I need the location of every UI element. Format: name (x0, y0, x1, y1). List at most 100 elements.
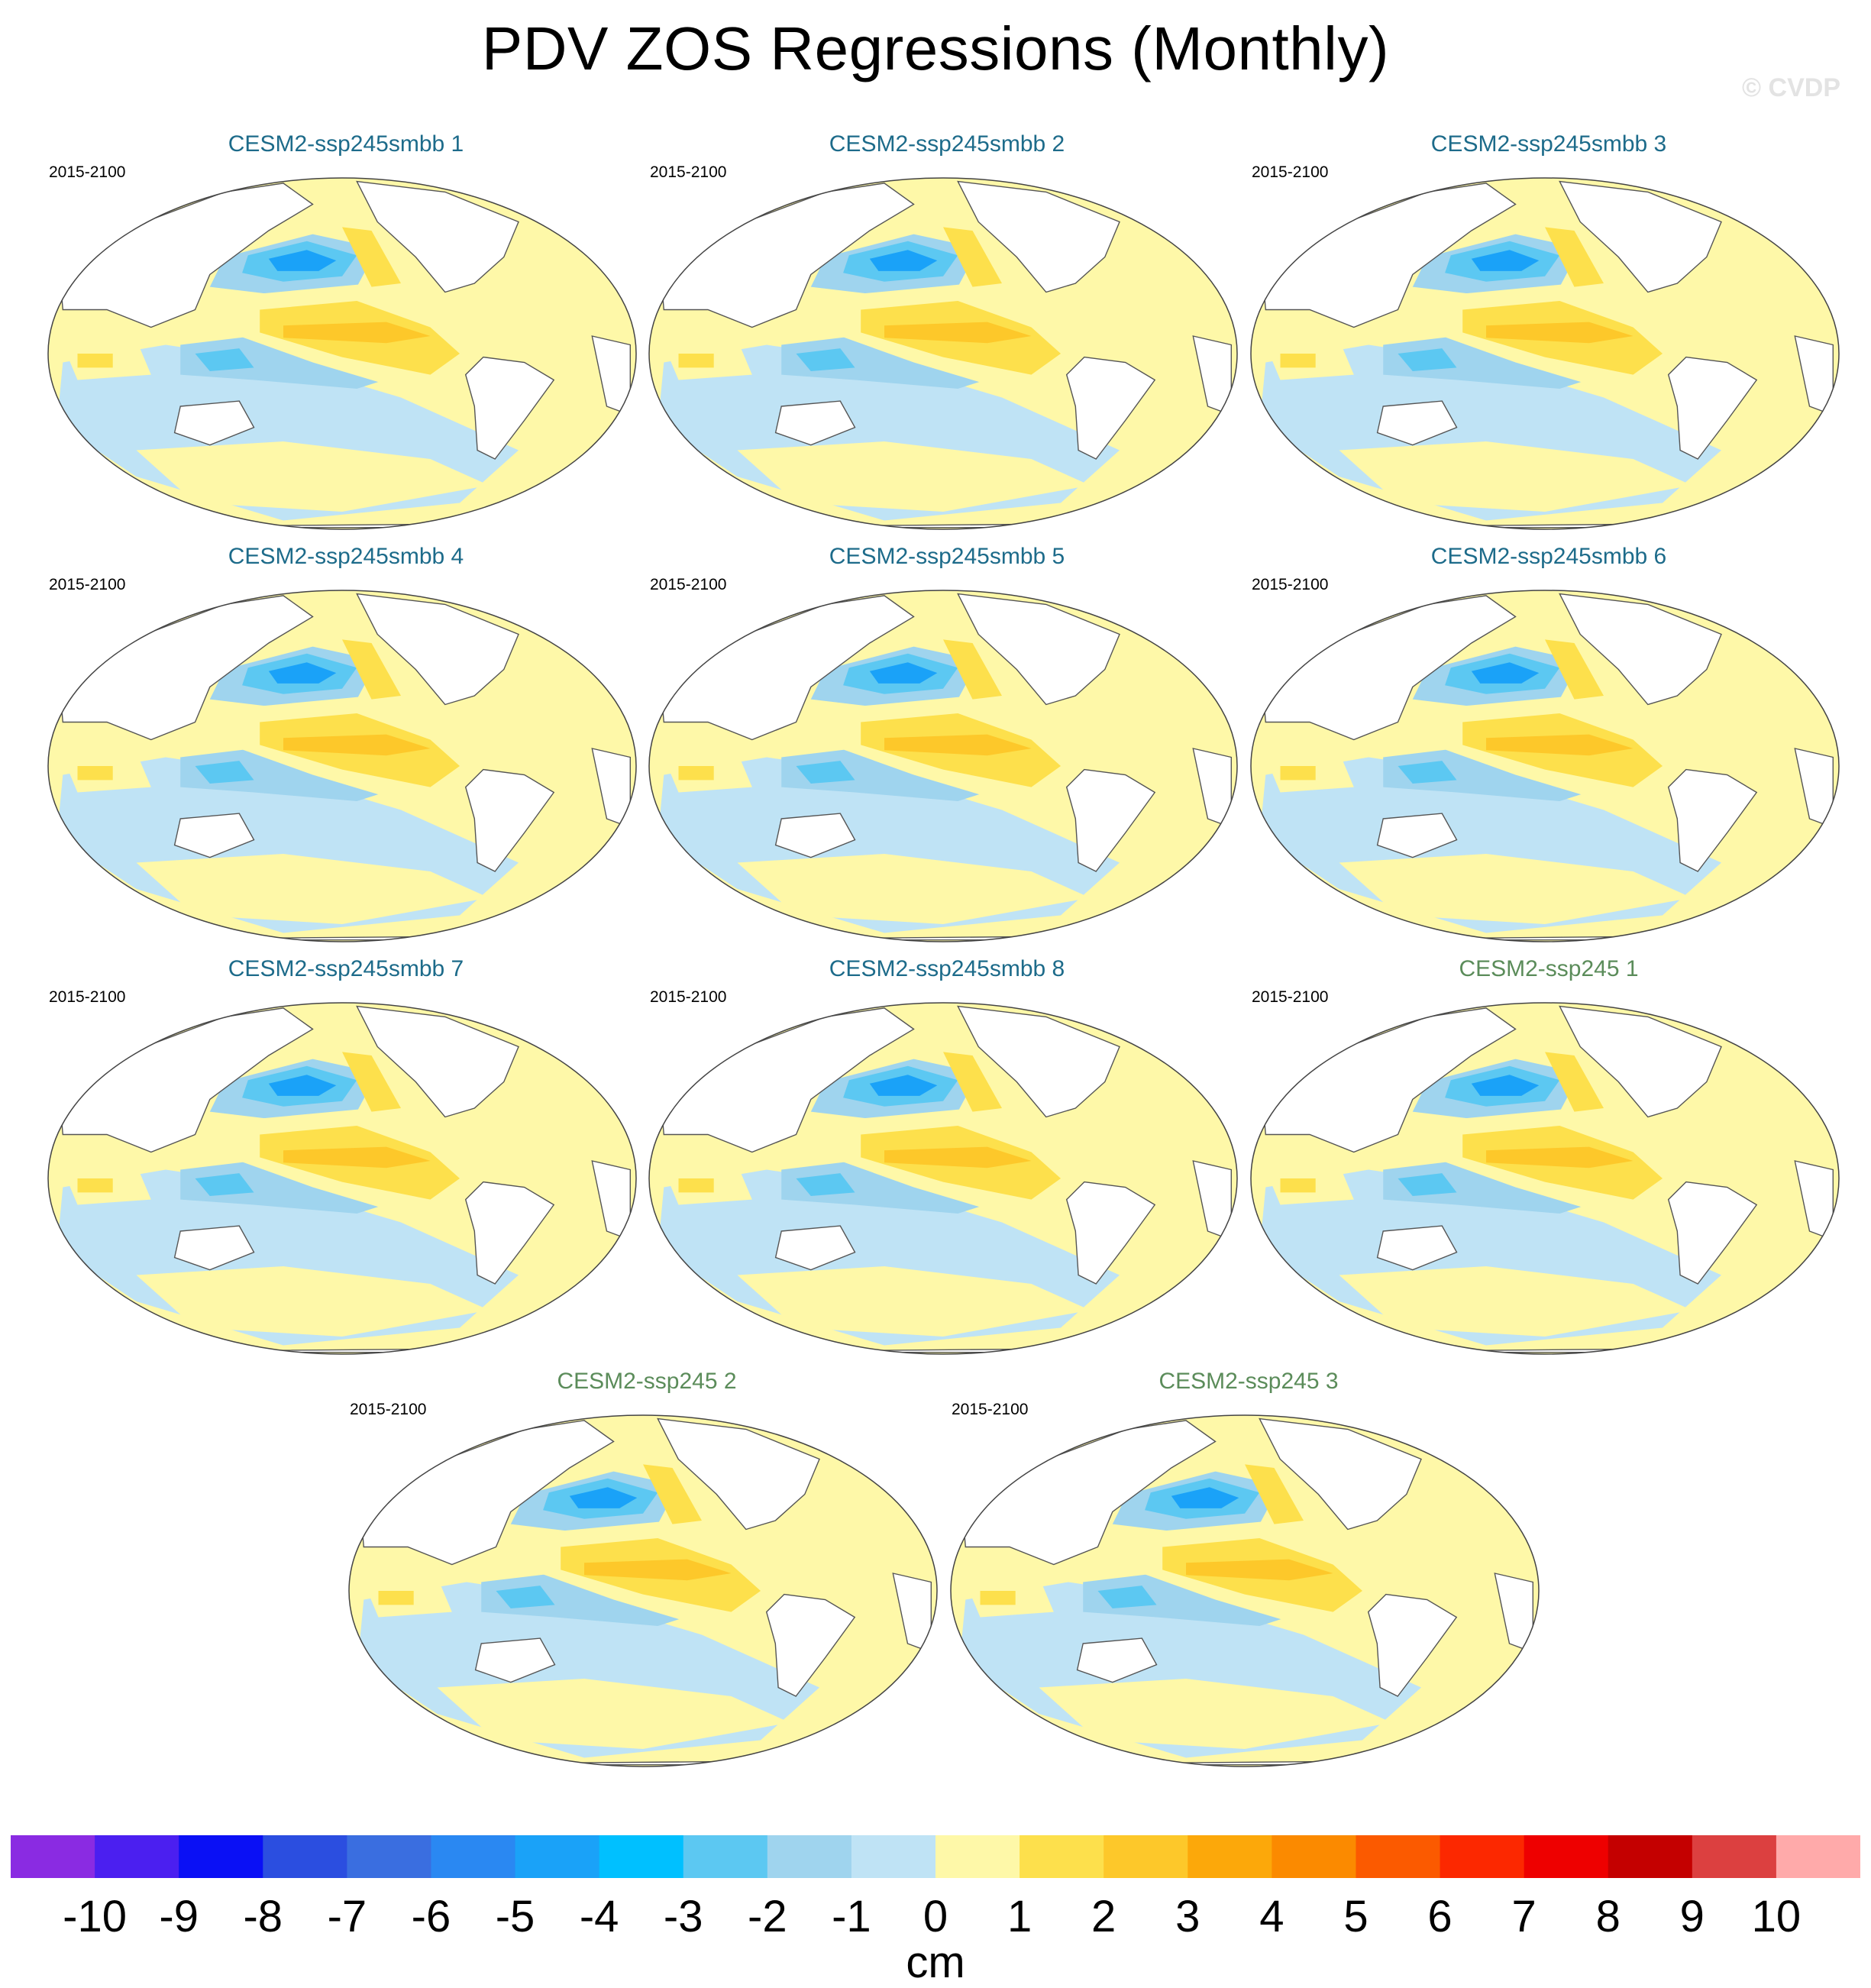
anomaly-region (1545, 639, 1604, 700)
anomaly-region (869, 250, 938, 271)
anomaly-region (584, 1559, 732, 1581)
colorbar-swatch (1272, 1835, 1356, 1878)
anomaly-region (1104, 248, 1229, 406)
anomaly-region (437, 1679, 790, 1749)
land-mass (356, 593, 519, 706)
land-mass (360, 1420, 615, 1566)
land-mass (765, 1593, 856, 1697)
map-panel: CESM2-ssp245smbb 4 2015-2100 (44, 544, 648, 962)
colorbar-swatch (936, 1835, 1020, 1878)
land-mass (961, 1420, 1217, 1566)
map-panel: CESM2-ssp245smbb 3 2015-2100 (1247, 131, 1850, 550)
world-map (47, 590, 637, 942)
panel-years: 2015-2100 (650, 576, 727, 593)
anomaly-region (136, 854, 490, 924)
colorbar-swatch (515, 1835, 600, 1878)
anomaly-region (737, 1266, 1091, 1337)
map-outline (47, 177, 637, 530)
land-mass (660, 183, 915, 328)
panel-title: CESM2-ssp245 1 (1459, 956, 1639, 981)
map-outline (1250, 177, 1840, 530)
panel-title: CESM2-ssp245smbb 8 (829, 956, 1065, 981)
land-mass (1559, 593, 1722, 706)
colorbar-swatch (431, 1835, 516, 1878)
land-mass (59, 183, 314, 328)
land-mass (1667, 356, 1758, 460)
land-mass (660, 595, 915, 741)
land-mass (660, 1007, 915, 1153)
panel-title: CESM2-ssp245smbb 1 (228, 131, 464, 157)
anomaly-region (796, 348, 855, 371)
anomaly-region (1471, 662, 1540, 684)
colorbar-label: -4 (579, 1892, 619, 1941)
anomaly-region (1545, 1052, 1604, 1112)
anomaly-region (804, 1485, 929, 1644)
world-map (47, 177, 637, 530)
panel-years: 2015-2100 (650, 163, 727, 181)
world-map (1250, 1002, 1840, 1355)
map-panel: CESM2-ssp245 1 2015-2100 (1247, 956, 1850, 1375)
anomaly-region (136, 1266, 490, 1337)
map-panel: CESM2-ssp245smbb 2 2015-2100 (645, 131, 1249, 550)
anomaly-region (342, 1052, 401, 1112)
anomaly-region (1471, 1075, 1540, 1096)
map-outline (648, 1002, 1238, 1355)
panel-title: CESM2-ssp245 2 (557, 1369, 737, 1394)
colorbar-swatch (179, 1835, 263, 1878)
anomaly-region (943, 227, 1002, 287)
land-mass (657, 1417, 820, 1531)
anomaly-region (678, 354, 714, 368)
anomaly-region (342, 639, 401, 700)
land-mass (1262, 595, 1517, 741)
panel-years: 2015-2100 (952, 1401, 1029, 1418)
anomaly-region (737, 441, 1091, 512)
anomaly-region (1186, 1559, 1333, 1581)
anomaly-region (283, 734, 431, 756)
colorbar-swatch (1020, 1835, 1104, 1878)
colorbar-swatch (767, 1835, 852, 1878)
colorbar-label: -10 (63, 1892, 127, 1941)
land-mass (173, 400, 255, 446)
map-outline (1250, 1002, 1840, 1355)
land-mass (464, 1181, 555, 1285)
land-mass (1065, 768, 1156, 872)
anomaly-region (378, 1591, 414, 1605)
panel-years: 2015-2100 (49, 576, 126, 593)
map-outline (348, 1414, 938, 1767)
colorbar-swatch (1104, 1835, 1188, 1878)
anomaly-region (283, 1146, 431, 1169)
map-outline (47, 590, 637, 942)
anomaly-region (268, 662, 337, 684)
colorbar-swatch (1440, 1835, 1525, 1878)
land-mass (464, 768, 555, 872)
colorbar-swatch (1776, 1835, 1860, 1878)
anomaly-region (1398, 348, 1457, 371)
map-panel: CESM2-ssp245smbb 7 2015-2100 (44, 956, 648, 1375)
land-mass (1376, 1225, 1458, 1271)
map-outline (950, 1414, 1540, 1767)
world-map (47, 1002, 637, 1355)
anomaly-region (268, 250, 337, 271)
anomaly-region (1104, 1073, 1229, 1231)
land-mass (474, 1637, 556, 1683)
colorbar-swatch (599, 1835, 684, 1878)
colorbar-label: 2 (1091, 1892, 1116, 1941)
anomaly-region (77, 354, 113, 368)
panel-title: CESM2-ssp245smbb 7 (228, 956, 464, 981)
anomaly-region (643, 1464, 702, 1524)
anomaly-region (136, 441, 490, 512)
land-mass (1065, 356, 1156, 460)
colorbar-label: 9 (1679, 1892, 1705, 1941)
map-panel: CESM2-ssp245 3 2015-2100 (947, 1369, 1550, 1787)
colorbar-swatch (1188, 1835, 1272, 1878)
land-mass (1559, 180, 1722, 293)
land-mass (59, 595, 314, 741)
land-mass (464, 356, 555, 460)
panel-title: CESM2-ssp245smbb 6 (1430, 544, 1667, 569)
anomaly-region (1486, 1146, 1633, 1169)
anomaly-region (503, 248, 628, 406)
anomaly-region (980, 1591, 1016, 1605)
panel-title: CESM2-ssp245smbb 5 (829, 544, 1065, 569)
colorbar-label: -3 (663, 1892, 703, 1941)
map-outline (1250, 590, 1840, 942)
